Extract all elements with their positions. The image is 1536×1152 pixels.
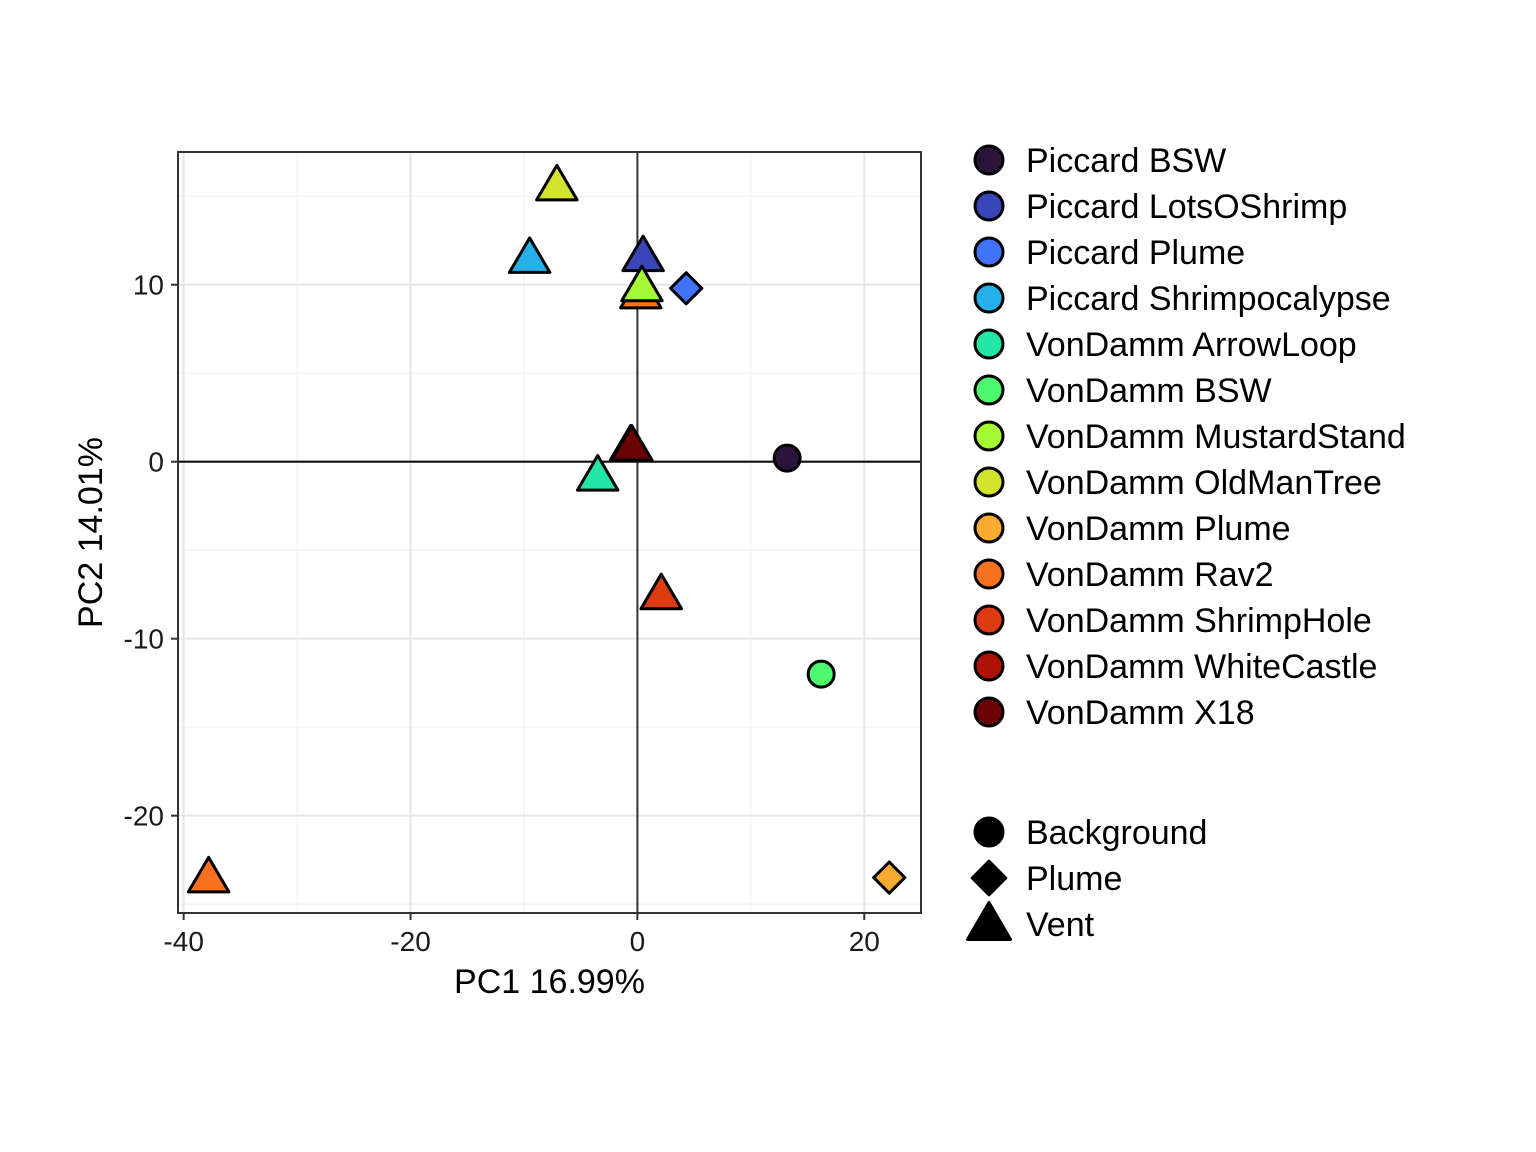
y-tick-label: -10: [124, 624, 164, 655]
legend-site-label: VonDamm MustardStand: [1026, 418, 1406, 456]
panel-border: [177, 151, 922, 914]
panel-background: [178, 152, 921, 913]
y-tick-label: 10: [133, 270, 164, 301]
legend-site-key: [973, 236, 1005, 268]
legend-shape-label: Vent: [1026, 906, 1095, 944]
legend-site-key: [973, 190, 1005, 222]
legend-shape-key: [970, 859, 1008, 897]
legend-shape-label: Plume: [1026, 860, 1122, 898]
x-tick-label: 0: [630, 926, 646, 957]
legend-shape-key: [973, 816, 1005, 848]
legend-site-key: [973, 604, 1005, 636]
legend-site-key: [973, 512, 1005, 544]
legend-shape-label: Background: [1026, 814, 1207, 852]
data-point: [669, 271, 704, 306]
legend-site-label: VonDamm ShrimpHole: [1026, 602, 1372, 640]
legend-site-label: VonDamm ArrowLoop: [1026, 326, 1357, 364]
legend-site-key: [973, 558, 1005, 590]
legend-site-label: Piccard Plume: [1026, 234, 1245, 272]
plot-panel: [178, 152, 921, 913]
y-axis-title: PC2 14.01%: [72, 437, 110, 628]
legend-shape-key: [966, 901, 1012, 941]
legend-site-label: VonDamm OldManTree: [1026, 464, 1382, 502]
legend-site-label: VonDamm WhiteCastle: [1026, 648, 1377, 686]
data-point: [575, 454, 620, 492]
legend-site-key: [973, 696, 1005, 728]
data-point: [609, 424, 654, 462]
legend-site-label: VonDamm X18: [1026, 694, 1255, 732]
legend-site-key: [973, 328, 1005, 360]
data-point: [772, 443, 802, 473]
legend-site-label: Piccard Shrimpocalypse: [1026, 280, 1391, 318]
data-point: [639, 572, 683, 611]
x-tick-label: 20: [849, 926, 880, 957]
legend-site-key: [973, 374, 1005, 406]
data-point: [186, 855, 231, 894]
data-point: [872, 860, 907, 895]
legend-site-label: Piccard BSW: [1026, 142, 1226, 180]
data-point: [620, 264, 664, 303]
x-tick-label: -20: [390, 926, 430, 957]
data-point: [806, 659, 836, 689]
y-tick-label: 0: [148, 447, 164, 478]
legend-site-key: [973, 650, 1005, 682]
x-axis-title: PC1 16.99%: [454, 963, 645, 1001]
data-point: [535, 163, 579, 202]
x-tick-label: -40: [163, 926, 203, 957]
legend-site-key: [973, 144, 1005, 176]
axes: -40 -20 0 20 10 0 -10 -20: [124, 151, 922, 957]
legend-site-label: VonDamm Plume: [1026, 510, 1291, 548]
legend-site-key: [973, 282, 1005, 314]
legend-site-label: VonDamm BSW: [1026, 372, 1272, 410]
data-point: [507, 236, 552, 274]
data-points: [186, 163, 907, 895]
legend-site-key: [973, 466, 1005, 498]
legend-site-label: VonDamm Rav2: [1026, 556, 1274, 594]
legend-site-key: [973, 420, 1005, 452]
legend-site-label: Piccard LotsOShrimp: [1026, 188, 1347, 226]
y-tick-label: -20: [124, 801, 164, 832]
legend: Piccard BSW Piccard LotsOShrimp Piccard Pl…: [966, 142, 1406, 944]
